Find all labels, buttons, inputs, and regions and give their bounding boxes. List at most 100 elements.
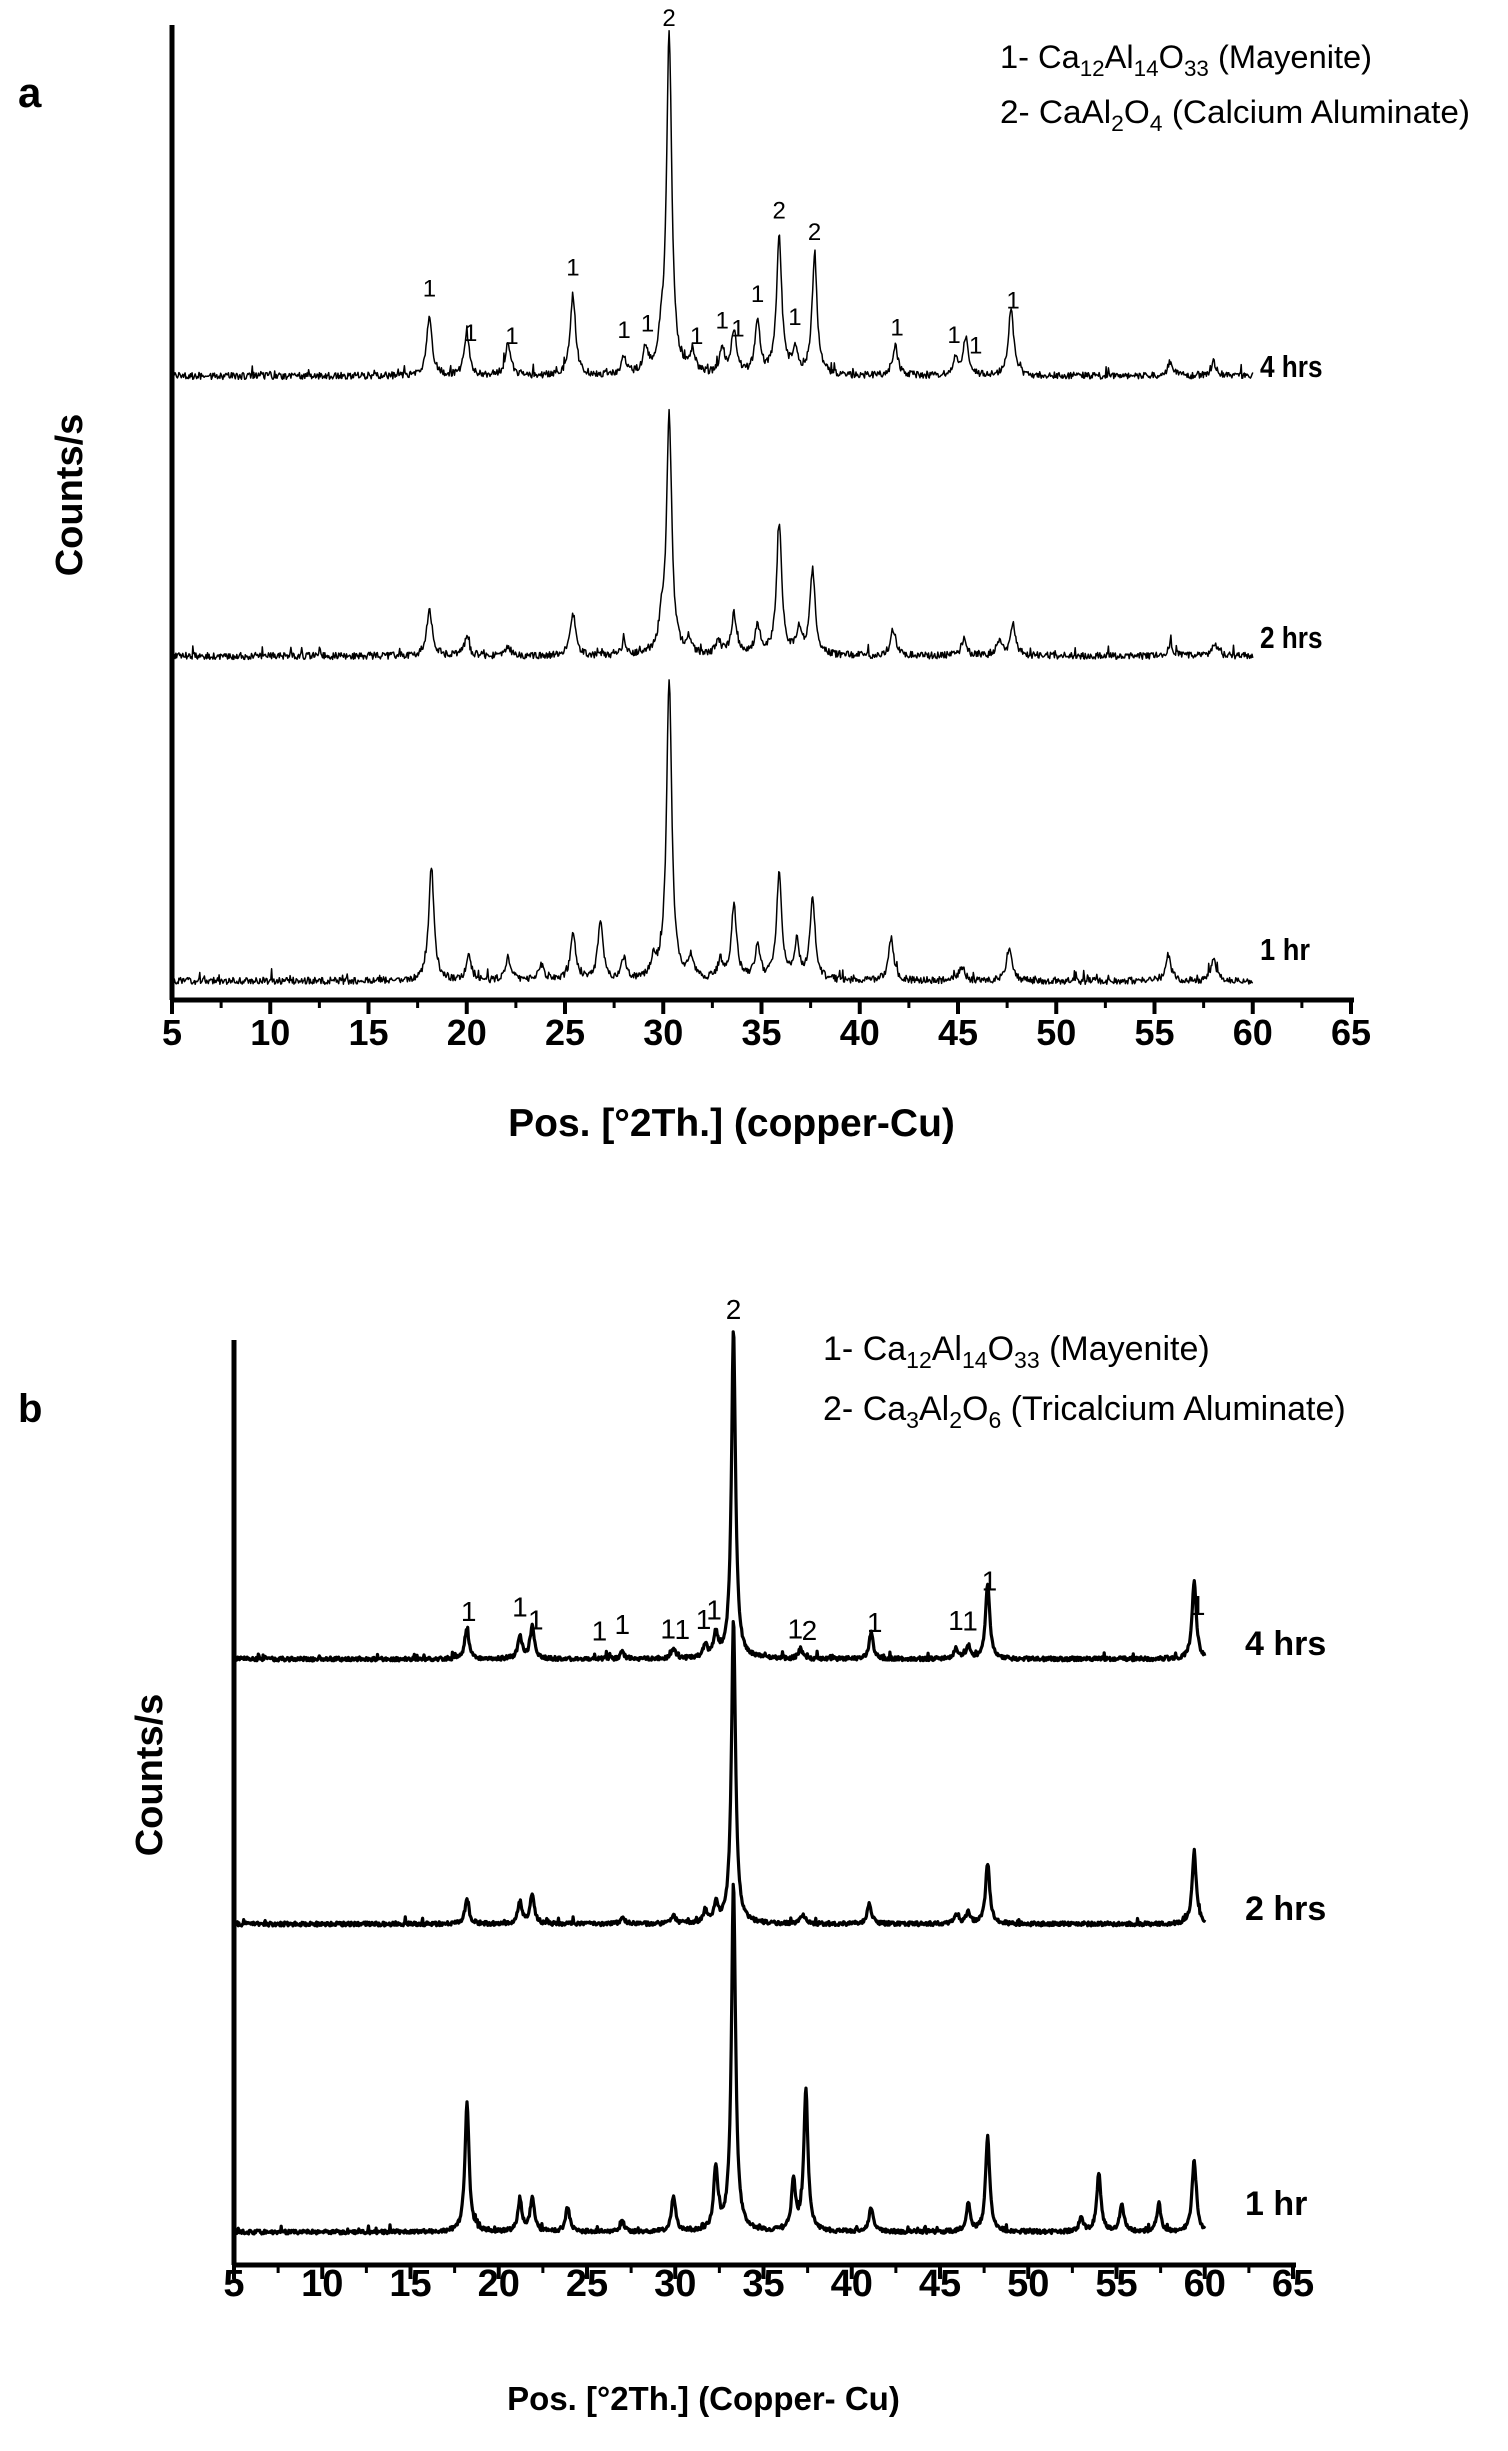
peak-label: 1 bbox=[867, 1607, 883, 1638]
peak-label: 1 bbox=[675, 1614, 691, 1645]
peak-label: 1 bbox=[641, 311, 654, 338]
legend-number: 1- bbox=[1000, 39, 1038, 75]
y-axis-title: Counts/s bbox=[129, 1694, 171, 1857]
formula-subscript: 6 bbox=[988, 1407, 1001, 1433]
peak-label: 1 bbox=[731, 316, 744, 343]
formula-subscript: 12 bbox=[1080, 56, 1105, 81]
x-tick-label: 35 bbox=[741, 1012, 781, 1053]
peak-label: 1 bbox=[617, 317, 630, 344]
formula-element: O bbox=[962, 1390, 988, 1428]
legend-entry-2: 2- CaAl 2O4 (Calcium Aluminate) bbox=[1000, 94, 1470, 136]
formula-element: Al bbox=[1105, 39, 1134, 75]
series-trace-2-hrs bbox=[171, 408, 1254, 661]
series-label: 1 hr bbox=[1245, 2185, 1307, 2223]
series-trace-4-hrs bbox=[232, 1330, 1207, 1663]
series-label: 4 hrs bbox=[1260, 349, 1323, 384]
x-tick-label: 55 bbox=[1134, 1012, 1174, 1053]
x-tick-label: 40 bbox=[840, 1012, 880, 1053]
formula-subscript: 4 bbox=[1150, 111, 1163, 136]
x-tick-label: 60 bbox=[1233, 1012, 1273, 1053]
x-tick-label: 65 bbox=[1331, 1012, 1371, 1053]
peak-label: 1 bbox=[948, 1605, 964, 1636]
formula-element: Ca bbox=[1038, 39, 1080, 75]
legend-phase-name: (Calcium Aluminate) bbox=[1163, 94, 1470, 130]
peak-label: 1 bbox=[716, 308, 729, 335]
legend-phase-name: (Mayenite) bbox=[1209, 39, 1372, 75]
peak-label: 1 bbox=[592, 1616, 608, 1647]
series-trace-1-hr bbox=[232, 1882, 1207, 2236]
peak-label: 1 bbox=[890, 314, 903, 341]
x-tick-label: 40 bbox=[831, 2263, 873, 2305]
peak-label: 1 bbox=[615, 1609, 631, 1640]
x-tick-label: 45 bbox=[938, 1012, 978, 1053]
formula-subscript: 2 bbox=[1111, 111, 1124, 136]
peak-label: 1 bbox=[660, 1614, 676, 1645]
x-tick-label: 65 bbox=[1272, 2263, 1314, 2305]
peak-label: 1 bbox=[690, 323, 703, 350]
formula-element: CaAl bbox=[1039, 94, 1111, 130]
series-trace-2-hrs bbox=[232, 1620, 1207, 1928]
legend-entry-2: 2- Ca3Al2O6 (Tricalcium Aluminate) bbox=[823, 1390, 1346, 1433]
x-tick-label: 30 bbox=[654, 2263, 696, 2305]
legend-number: 1- bbox=[823, 1330, 863, 1368]
peak-label: 1 bbox=[751, 281, 764, 308]
x-tick-label: 5 bbox=[162, 1012, 182, 1053]
formula-element: Ca bbox=[863, 1330, 907, 1368]
x-tick-label: 20 bbox=[478, 2263, 520, 2305]
legend-phase-name: (Mayenite) bbox=[1040, 1330, 1210, 1368]
legend-entry-1: 1- Ca12Al14O33 (Mayenite) bbox=[1000, 39, 1372, 81]
x-tick-label: 30 bbox=[643, 1012, 683, 1053]
legend-number: 2- bbox=[1000, 94, 1039, 130]
x-tick-label: 50 bbox=[1007, 2263, 1049, 2305]
formula-element: Ca bbox=[863, 1390, 907, 1428]
formula-element: O bbox=[1124, 94, 1150, 130]
x-tick-label: 50 bbox=[1036, 1012, 1076, 1053]
peak-label: 1 bbox=[528, 1605, 544, 1636]
x-tick-label: 45 bbox=[919, 2263, 961, 2305]
series-trace-1-hr bbox=[171, 679, 1254, 986]
formula-subscript: 12 bbox=[906, 1347, 932, 1373]
formula-subscript: 3 bbox=[906, 1407, 919, 1433]
x-tick-label: 60 bbox=[1184, 2263, 1226, 2305]
peak-label: 1 bbox=[1006, 288, 1019, 315]
x-tick-label: 15 bbox=[348, 1012, 388, 1053]
x-axis-title: Pos. [°2Th.] (Copper- Cu) bbox=[507, 2380, 900, 2417]
peak-label: 1 bbox=[969, 332, 982, 359]
peak-label: 1 bbox=[1190, 1590, 1206, 1621]
series-label: 4 hrs bbox=[1245, 1625, 1326, 1663]
peak-label: 2 bbox=[808, 219, 821, 246]
formula-subscript: 2 bbox=[949, 1407, 962, 1433]
y-axis-title: Counts/s bbox=[49, 414, 91, 577]
peak-label: 1 bbox=[962, 1605, 978, 1636]
peak-label: 1 bbox=[461, 1596, 477, 1627]
legend-entry-1: 1- Ca12Al14O33 (Mayenite) bbox=[823, 1330, 1210, 1373]
peak-label: 2 bbox=[662, 5, 675, 32]
formula-subscript: 14 bbox=[1134, 56, 1159, 81]
peak-label: 2 bbox=[726, 1294, 742, 1325]
peak-label: 1 bbox=[696, 1604, 712, 1635]
peak-label: 1 bbox=[982, 1565, 998, 1596]
x-tick-label: 10 bbox=[301, 2263, 343, 2305]
series-label: 2 hrs bbox=[1245, 1890, 1326, 1928]
series-label: 1 hr bbox=[1260, 932, 1310, 967]
peak-label: 1 bbox=[464, 320, 477, 347]
series-label: 2 hrs bbox=[1260, 620, 1323, 655]
peak-label: 1 bbox=[423, 275, 436, 302]
series-trace-4-hrs bbox=[171, 29, 1254, 381]
peak-label: 1 bbox=[788, 304, 801, 331]
legend-number: 2- bbox=[823, 1390, 863, 1428]
peak-label: 1 bbox=[512, 1592, 528, 1623]
panel-a: a 5 10 15 20 25 30 35 40 45 50 55 60 65 Pos. [°2Th.] (… bbox=[18, 5, 1371, 1145]
x-tick-label: 10 bbox=[250, 1012, 290, 1053]
peak-label: 2 bbox=[802, 1615, 818, 1646]
formula-element: Al bbox=[919, 1390, 949, 1428]
x-axis-title: Pos. [°2Th.] (copper-Cu) bbox=[508, 1102, 955, 1145]
peak-label: 1 bbox=[566, 255, 579, 282]
x-tick-label: 15 bbox=[389, 2263, 431, 2305]
formula-element: Al bbox=[932, 1330, 962, 1368]
peak-label: 1 bbox=[947, 322, 960, 349]
x-tick-label: 25 bbox=[566, 2263, 608, 2305]
x-tick-label: 25 bbox=[545, 1012, 585, 1053]
formula-subscript: 33 bbox=[1014, 1347, 1040, 1373]
